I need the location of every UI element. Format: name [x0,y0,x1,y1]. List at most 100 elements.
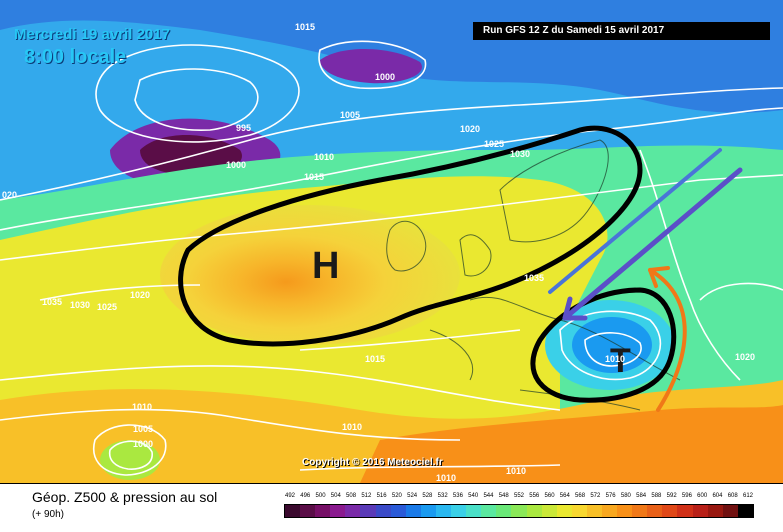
southerly-flow-arrow [648,266,687,412]
isobar-label: 1020 [735,352,755,362]
color-scale-label: 592 [666,493,677,499]
color-scale-label: 512 [361,493,372,499]
color-scale-cell [405,505,421,517]
legend-title: Géop. Z500 & pression au sol [32,489,218,505]
color-scale: 492 496 500 504 508 512 516 520 524 528 532 536 540 5… [284,484,754,532]
color-scale-label: 520 [391,493,402,499]
color-scale-label: 496 [300,493,311,499]
color-scale-label: 600 [697,493,708,499]
copyright-notice: Copyright © 2016 Meteociel.fr [302,457,443,468]
color-scale-label: 584 [636,493,647,499]
color-scale-cell [737,505,753,517]
isobar-label: 1005 [340,110,360,120]
isobar-label: 1000 [133,439,153,449]
color-scale-cell [375,505,391,517]
field-sahara-warm [360,405,783,483]
isobar-label: 1030 [510,149,530,159]
high-pressure-center: H [312,245,339,287]
color-scale-label: 516 [376,493,387,499]
northerly-flow-arrows [548,148,743,321]
isobar-label: 1000 [226,160,246,170]
color-scale-cell [692,505,708,517]
color-scale-cell [586,505,602,517]
color-scale-cell [632,505,648,517]
color-scale-cell [707,505,723,517]
color-scale-label: 560 [544,493,555,499]
isobar-label: 020 [2,190,17,200]
color-scale-label: 580 [620,493,631,499]
color-scale-label: 528 [422,493,433,499]
isobar-label: 1015 [295,22,315,32]
field-atlantic-cell [100,440,160,480]
color-scale-label: 604 [712,493,723,499]
color-scale-cell [647,505,663,517]
low-pressure-outline [530,287,677,403]
color-scale-cell [601,505,618,517]
color-scale-label: 612 [742,493,754,499]
color-scale-cell [556,505,572,517]
color-scale-label: 596 [681,493,692,499]
color-scale-cell [390,505,406,517]
model-run-banner: Run GFS 12 Z du Samedi 15 avril 2017 [473,22,770,40]
color-scale-label: 588 [651,493,662,499]
color-scale-label: 608 [727,493,738,499]
isobar-label: 1015 [304,172,324,182]
color-scale-label: 492 [284,493,296,499]
color-scale-label: 540 [468,493,479,499]
color-scale-label: 508 [346,493,357,499]
color-scale-cell [435,505,452,517]
color-scale-label: 536 [452,493,463,499]
isobar-label: 1020 [460,124,480,134]
color-scale-label: 572 [590,493,601,499]
high-pressure-outline [178,125,643,347]
color-scale-cell [466,505,482,517]
isobar-label: 1025 [97,302,117,312]
isobar-label: 1010 [605,354,625,364]
isobar-label: 1010 [314,152,334,162]
color-scale-cell [541,505,557,517]
isobar-label: 995 [236,123,251,133]
color-scale-cell [677,505,693,517]
color-scale-bar [284,504,754,518]
field-warm-ridge [160,205,460,345]
isobar-label: 1030 [70,300,90,310]
color-scale-label: 556 [529,493,540,499]
valid-date: Mercredi 19 avril 2017 [14,26,170,43]
color-scale-label: 576 [605,493,616,499]
isobar-label: 1010 [436,473,456,483]
isobar-label: 1025 [484,139,504,149]
isobar-label: 1005 [133,424,153,434]
color-scale-label: 504 [330,493,341,499]
forecast-map: H T 1015 1000 1005 995 1000 1010 1015 10… [0,0,783,483]
low-pressure-center: T [610,342,631,380]
color-scale-cell [285,505,301,517]
isobar-label: 1010 [506,466,526,476]
color-scale-label: 500 [315,493,326,499]
color-scale-cell [345,505,361,517]
isobars [0,40,783,476]
valid-time: 8:00 locale [24,46,127,68]
color-scale-cell [722,505,738,517]
isobar-label: 1020 [130,290,150,300]
color-scale-label: 568 [575,493,586,499]
color-scale-cell [420,505,436,517]
isobar-label: 1015 [365,354,385,364]
color-scale-cell [571,505,587,517]
color-scale-cell [526,505,542,517]
color-scale-cell [330,505,346,517]
isobar-label-group: 1015 1000 1005 995 1000 1010 1015 1020 1… [2,22,755,483]
legend-panel: Géop. Z500 & pression au sol (+ 90h) 492… [0,483,783,532]
color-scale-label: 548 [498,493,509,499]
isobar-label: 1000 [375,72,395,82]
isobar-label: 1035 [42,297,62,307]
color-scale-cell [496,505,512,517]
color-scale-cell [511,505,527,517]
color-scale-label: 552 [513,493,525,499]
color-scale-cell [662,505,678,517]
color-scale-label: 532 [437,493,448,499]
color-scale-cell [300,505,316,517]
color-scale-cell [451,505,467,517]
color-scale-cell [360,505,376,517]
field-cold-low-north [320,48,422,84]
